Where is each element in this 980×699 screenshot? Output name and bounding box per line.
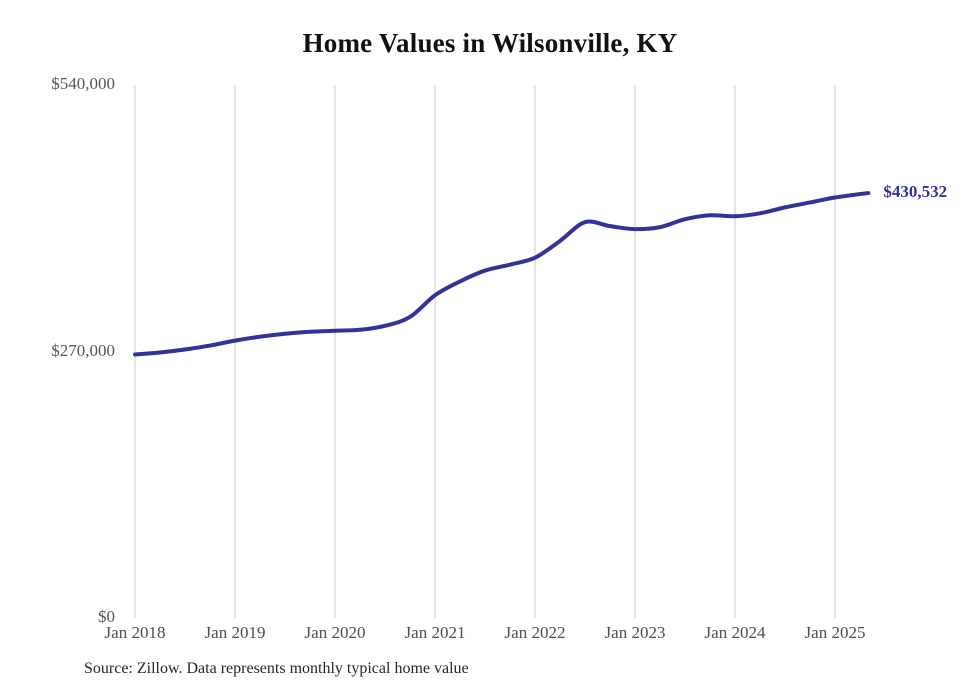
end-value-annotation: $430,532 xyxy=(883,182,948,202)
x-axis-label-jan-2021: Jan 2021 xyxy=(404,623,466,642)
x-axis-label-jan-2018: Jan 2018 xyxy=(104,623,166,642)
source-note: Source: Zillow. Data represents monthly … xyxy=(84,660,469,677)
gridlines-group xyxy=(134,85,836,618)
y-axis-label-mid: $270,000 xyxy=(51,340,115,360)
y-axis-label-top: $540,000 xyxy=(51,74,115,93)
data-line-series-typical-home-value xyxy=(133,191,871,357)
x-axis-label-jan-2024: Jan 2024 xyxy=(704,623,766,642)
x-axis-label-jan-2022: Jan 2022 xyxy=(504,623,566,642)
x-axis-label-jan-2025: Jan 2025 xyxy=(804,623,866,642)
x-axis-label-jan-2019: Jan 2019 xyxy=(204,623,266,642)
x-axis-label-jan-2020: Jan 2020 xyxy=(304,623,366,642)
chart-title: Home Values in Wilsonville, KY xyxy=(302,28,678,58)
x-axis-label-jan-2023: Jan 2023 xyxy=(604,623,666,642)
y-axis-label-bottom: $0 xyxy=(98,607,115,626)
